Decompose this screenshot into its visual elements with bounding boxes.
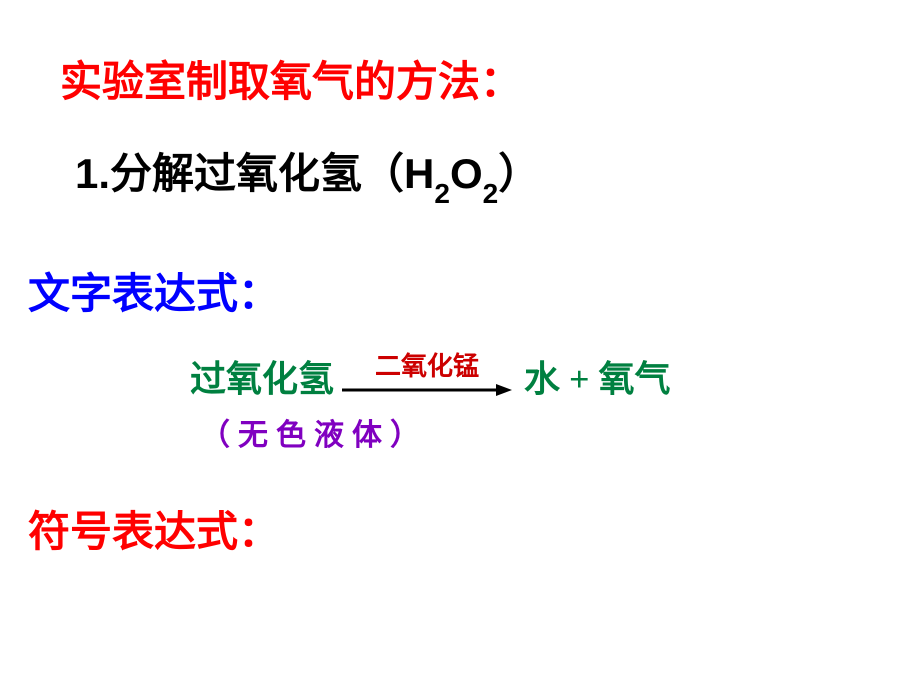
products-text: 水 + 氧气 [524,350,671,402]
arrow-icon [342,382,512,398]
reactant-text: 过氧化氢 [190,350,334,402]
subtitle-mid: O [450,150,483,197]
catalyst-text: 二氧化锰 [375,354,479,380]
subtitle-suffix: ） [498,150,540,197]
subscript-2: 2 [483,178,499,209]
subtitle-prefix: 1.分解过氧化氢（H [75,150,434,197]
symbol-expression-label: 符号表达式： [28,498,280,559]
reaction-arrow-block: 二氧化锰 [342,354,512,398]
word-equation: 过氧化氢 二氧化锰 水 + 氧气 [190,350,671,402]
page-title: 实验室制取氧气的方法： [60,48,522,109]
subscript-1: 2 [434,178,450,209]
method-heading: 1.分解过氧化氢（H2O2） [75,140,540,204]
reactant-annotation: （无色液体） [200,410,428,454]
word-expression-label: 文字表达式： [28,260,280,321]
